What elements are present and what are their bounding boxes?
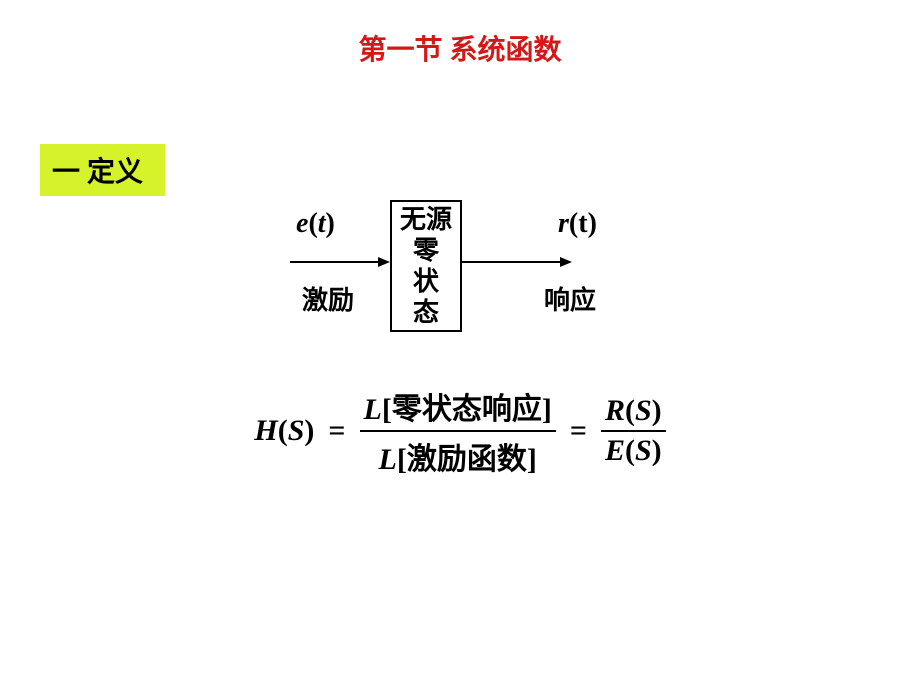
input-arg: t bbox=[318, 208, 326, 239]
equals-1: = bbox=[328, 414, 345, 448]
section-heading: 一 定义 bbox=[40, 144, 165, 196]
frac2-denominator: E(S) bbox=[601, 432, 666, 470]
frac1-bot-text: 激励函数 bbox=[407, 443, 527, 476]
input-var: e bbox=[296, 208, 308, 239]
fraction-1: L[零状态响应] L[激励函数] bbox=[360, 382, 556, 480]
lhs-arg: S bbox=[288, 414, 305, 447]
output-arg: t bbox=[578, 208, 587, 239]
box-line-2: 零 bbox=[413, 235, 439, 266]
frac1-top-text: 零状态响应 bbox=[392, 393, 542, 426]
input-sublabel: 激励 bbox=[302, 280, 354, 317]
frac1-top-L: L bbox=[364, 393, 382, 426]
lhs-var: H bbox=[254, 414, 277, 447]
frac1-numerator: L[零状态响应] bbox=[360, 382, 556, 430]
input-arrow bbox=[290, 252, 390, 272]
frac2-numerator: R(S) bbox=[601, 392, 666, 430]
fraction-2: R(S) E(S) bbox=[601, 392, 666, 470]
frac1-bot-L: L bbox=[379, 443, 397, 476]
output-arrow bbox=[462, 252, 572, 272]
transfer-function-formula: H(S) = L[零状态响应] L[激励函数] = R(S) E(S) bbox=[0, 382, 920, 480]
output-signal-label: r(t) bbox=[558, 208, 597, 240]
frac1-top-open: [ bbox=[382, 393, 392, 426]
system-box: 无源 零 状 态 bbox=[390, 200, 462, 332]
frac2-top-arg: S bbox=[635, 394, 652, 427]
input-signal-label: e(t) bbox=[296, 208, 335, 240]
frac1-top-close: ] bbox=[542, 393, 552, 426]
frac2-bot-arg: S bbox=[635, 434, 652, 467]
frac1-denominator: L[激励函数] bbox=[375, 432, 541, 480]
slide: 第一节 系统函数 一 定义 e(t) r(t) 无源 零 状 态 激励 响应 bbox=[0, 0, 920, 690]
box-line-1: 无源 bbox=[400, 204, 452, 235]
equals-2: = bbox=[570, 414, 587, 448]
page-title: 第一节 系统函数 bbox=[0, 28, 920, 68]
block-diagram: e(t) r(t) 无源 零 状 态 激励 响应 bbox=[0, 200, 920, 360]
output-sublabel: 响应 bbox=[544, 280, 596, 317]
frac2-top-var: R bbox=[605, 394, 625, 427]
frac1-bot-close: ] bbox=[527, 443, 537, 476]
frac1-bot-open: [ bbox=[397, 443, 407, 476]
output-var: r bbox=[558, 208, 569, 239]
box-line-3: 状 bbox=[413, 266, 439, 297]
box-line-4: 态 bbox=[413, 297, 439, 328]
formula-lhs: H(S) bbox=[254, 414, 314, 448]
frac2-bot-var: E bbox=[605, 434, 625, 467]
